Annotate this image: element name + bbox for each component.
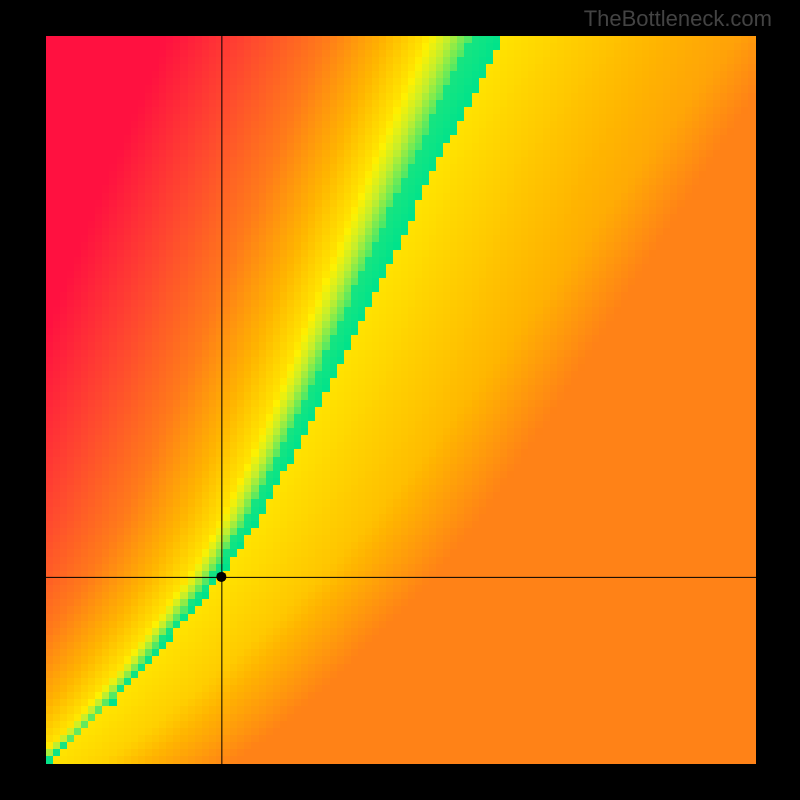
bottleneck-heatmap [46,36,756,764]
watermark-text: TheBottleneck.com [584,6,772,32]
